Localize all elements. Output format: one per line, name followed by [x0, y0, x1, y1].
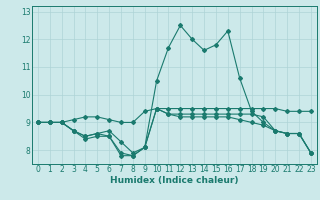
- X-axis label: Humidex (Indice chaleur): Humidex (Indice chaleur): [110, 176, 239, 185]
